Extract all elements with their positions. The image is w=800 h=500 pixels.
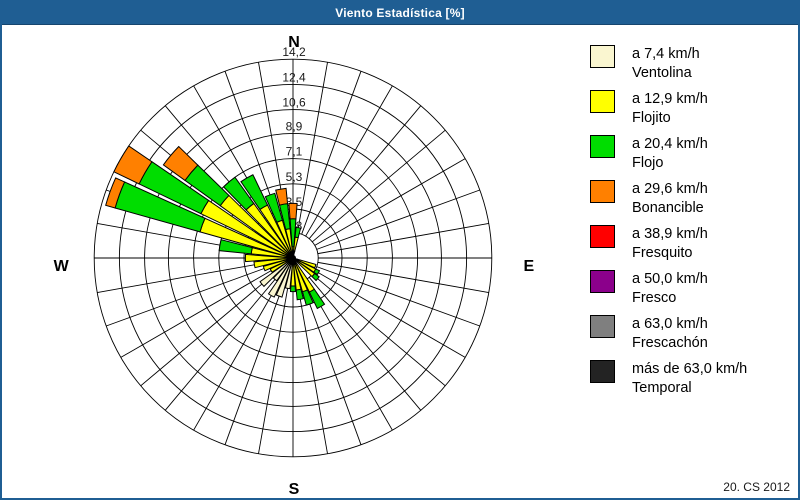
legend-item-bonancible: a 29,6 km/h Bonancible [590,180,747,218]
radial-axis-label: 14,2 [282,45,306,59]
legend-speed-label: más de 63,0 km/h [632,361,748,377]
footer-credit: 20. CS 2012 [723,480,790,494]
grid-spoke [317,223,489,255]
legend-item-flojito: a 12,9 km/h Flojito [590,90,747,128]
legend-beaufort-name: Flojo [632,155,664,171]
wind-bar-170-flojo [295,288,304,301]
legend-beaufort-name: Frescachón [632,335,708,351]
legend-item-ventolina: a 7,4 km/h Ventolina [590,45,747,83]
grid-spoke [316,189,480,250]
legend-item-temporal: más de 63,0 km/h Temporal [590,360,747,398]
grid-spoke [258,282,290,454]
legend-speed-label: a 50,0 km/h [632,271,708,287]
legend-item-fresquito: a 38,9 km/h Fresquito [590,225,747,263]
legend-swatch-bonancible [590,180,615,203]
wind-bar-120-flojo [313,268,321,276]
legend-speed-label: a 20,4 km/h [632,136,708,152]
legend-swatch-fresco [590,270,615,293]
wind-bar-0-bonancible [288,202,298,220]
grid-spoke [164,277,278,411]
legend-beaufort-name: Bonancible [632,200,704,216]
title-bar: Viento Estadística [%] [2,2,798,25]
legend-speed-label: a 38,9 km/h [632,226,708,242]
grid-spoke [97,261,269,293]
compass-label-w: W [54,258,70,275]
legend-swatch-frescachon [590,315,615,338]
legend-swatch-ventolina [590,45,615,68]
grid-spoke [308,277,422,411]
wind-bar-340-flojo [264,192,284,223]
grid-spoke [314,270,466,358]
wind-bar-320-flojo [222,176,255,211]
legend-swatch-flojito [590,90,615,113]
grid-spoke [301,281,362,445]
legend-label-fresco: a 50,0 km/h Fresco [632,270,708,308]
wind-bar-280-flojo [218,239,253,255]
wind-bar-10-flojo [294,226,302,239]
wind-bar-350-bonancible [275,187,289,206]
radial-axis-label: 7,1 [286,145,303,159]
compass-label-s: S [289,481,300,498]
legend: a 7,4 km/h Ventolina a 12,9 km/h Flojito a 2… [590,45,747,405]
wind-bar-300-bonancible [113,145,153,185]
wind-bar-290-bonancible [105,177,126,209]
legend-speed-label: a 29,6 km/h [632,181,708,197]
grid-spoke [140,273,274,387]
grid-spoke [317,261,489,293]
legend-speed-label: a 12,9 km/h [632,91,708,107]
legend-beaufort-name: Fresco [632,290,677,306]
legend-beaufort-name: Temporal [632,380,692,396]
wind-bar-130-flojo [311,272,320,282]
wind-bar-330-flojo [240,174,269,211]
legend-item-frescachon: a 63,0 km/h Frescachón [590,315,747,353]
grid-spoke [316,266,480,327]
radial-axis-label: 8,9 [286,119,303,133]
legend-beaufort-name: Ventolina [632,65,692,81]
wind-bar-150-flojo [308,288,326,310]
grid-spoke [312,273,446,387]
legend-speed-label: a 7,4 km/h [632,46,700,62]
grid-spoke [308,105,422,239]
radial-axis-label: 12,4 [282,70,306,84]
radial-axis-label: 5,3 [286,170,303,184]
legend-label-temporal: más de 63,0 km/h Temporal [632,360,747,398]
legend-label-flojo: a 20,4 km/h Flojo [632,135,708,173]
window-title: Viento Estadística [%] [335,6,465,20]
legend-label-fresquito: a 38,9 km/h Fresquito [632,225,708,263]
compass-label-e: E [523,258,534,275]
legend-label-bonancible: a 29,6 km/h Bonancible [632,180,708,218]
wind-bar-160-flojo [301,289,314,306]
grid-spoke [296,62,328,234]
legend-swatch-flojo [590,135,615,158]
grid-spoke [312,129,446,243]
grid-spoke [224,281,285,445]
wind-bar-180-flojo [289,285,297,293]
wind-bar-310-bonancible [162,145,199,182]
grid-spoke [106,266,270,327]
legend-item-fresco: a 50,0 km/h Fresco [590,270,747,308]
legend-label-ventolina: a 7,4 km/h Ventolina [632,45,700,83]
legend-swatch-temporal [590,360,615,383]
compass-label-n: N [288,34,300,51]
radial-axis-label: 10,6 [282,96,306,110]
legend-beaufort-name: Flojito [632,110,671,126]
legend-speed-label: a 63,0 km/h [632,316,708,332]
grid-spoke [301,71,362,235]
legend-item-flojo: a 20,4 km/h Flojo [590,135,747,173]
grid-spoke [314,158,466,246]
legend-label-flojito: a 12,9 km/h Flojito [632,90,708,128]
grid-spoke [296,282,328,454]
center-dot [290,255,296,261]
legend-beaufort-name: Fresquito [632,245,693,261]
legend-swatch-fresquito [590,225,615,248]
grid-spoke [120,270,272,358]
legend-label-frescachon: a 63,0 km/h Frescachón [632,315,708,353]
grid-spoke [193,279,281,431]
grid-spoke [305,85,393,237]
